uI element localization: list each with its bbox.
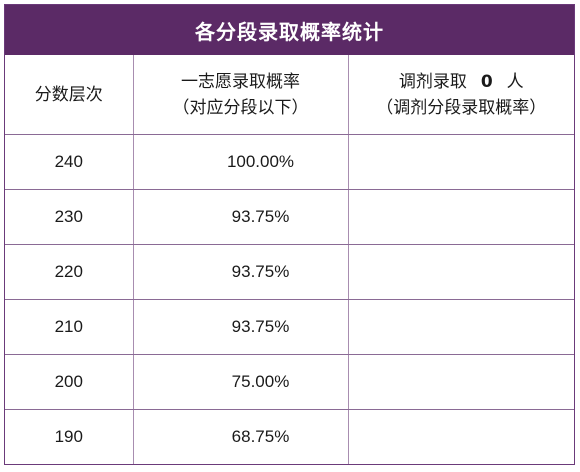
rate-cell: 93.75% [133, 299, 349, 355]
header-adjust-rate: 调剂录取 0 人 （调剂分段录取概率） [348, 55, 574, 135]
table-row: 230 93.75% [5, 189, 574, 245]
header-adjust-line2: （调剂分段录取概率） [376, 97, 547, 118]
rate-cell: 68.75% [133, 409, 349, 464]
table-title: 各分段录取概率统计 [5, 5, 574, 55]
table-row: 210 93.75% [5, 299, 574, 355]
score-cell: 190 [5, 409, 134, 464]
adjust-cell [348, 134, 574, 190]
admission-rate-table: 分数层次 一志愿录取概率 （对应分段以下） 调剂录取 0 人 （调剂分段录取概率） … [5, 55, 574, 464]
score-cell: 210 [5, 299, 134, 355]
header-adjust-suffix: 人 [506, 71, 524, 92]
header-first-choice-line1: 一志愿录取概率 [181, 71, 300, 92]
table-row: 240 100.00% [5, 134, 574, 190]
header-adjust-line1: 调剂录取 0 人 [349, 69, 575, 95]
score-cell: 200 [5, 354, 134, 410]
score-cell: 230 [5, 189, 134, 245]
adjust-cell [348, 189, 574, 245]
adjust-count: 0 [480, 71, 493, 92]
adjust-cell [348, 244, 574, 300]
header-score-level-label: 分数层次 [34, 84, 103, 105]
score-cell: 220 [5, 244, 134, 300]
table-row: 220 93.75% [5, 244, 574, 300]
rate-cell: 100.00% [133, 134, 349, 190]
header-first-choice-rate: 一志愿录取概率 （对应分段以下） [133, 55, 349, 135]
adjust-cell [348, 410, 574, 465]
adjust-cell [348, 299, 574, 355]
score-cell: 240 [5, 134, 134, 190]
header-row: 分数层次 一志愿录取概率 （对应分段以下） 调剂录取 0 人 （调剂分段录取概率） [5, 55, 574, 135]
rate-cell: 75.00% [133, 354, 349, 410]
header-score-level: 分数层次 [5, 55, 134, 135]
table-row: 190 68.75% [5, 409, 574, 465]
adjust-cell [348, 354, 574, 410]
table-row: 200 75.00% [5, 354, 574, 410]
header-first-choice-line2: （对应分段以下） [172, 97, 309, 118]
rate-cell: 93.75% [133, 244, 349, 300]
stats-table-panel: 各分段录取概率统计 分数层次 一志愿录取概率 （对应分段以下） 调剂录取 0 人 （… [4, 4, 575, 465]
header-adjust-prefix: 调剂录取 [398, 71, 467, 92]
rate-cell: 93.75% [133, 189, 349, 245]
